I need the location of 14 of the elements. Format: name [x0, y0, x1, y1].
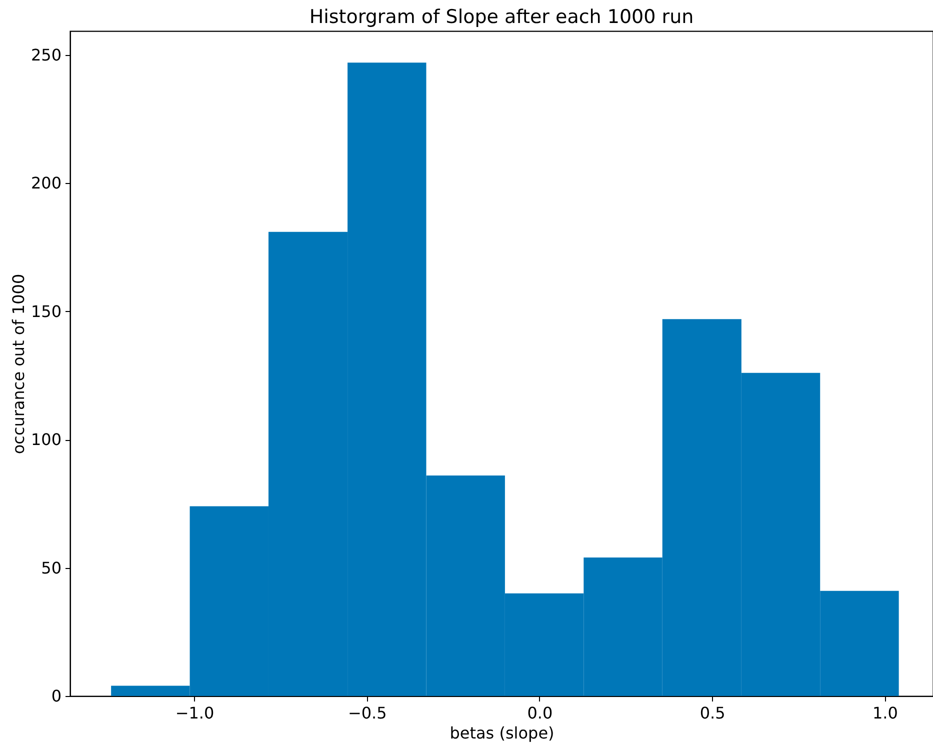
y-tick-label: 200 [30, 174, 62, 193]
y-tick-label: 250 [30, 45, 62, 64]
x-tick-label: −0.5 [348, 704, 387, 722]
y-tick-label: 0 [51, 686, 62, 706]
x-tick-label: 1.0 [872, 704, 898, 722]
y-axis-title: occurance out of 1000 [8, 274, 28, 454]
y-tick-label: 50 [41, 558, 62, 578]
x-axis-title: betas (slope) [450, 724, 554, 742]
chart-title: Historgram of Slope after each 1000 run [309, 6, 694, 28]
x-tick-label: 0.0 [527, 704, 553, 722]
y-tick-label: 150 [30, 302, 62, 321]
y-tick-label: 100 [30, 430, 62, 450]
x-tick-label: −1.0 [175, 704, 214, 722]
x-tick-label: 0.5 [700, 704, 726, 722]
